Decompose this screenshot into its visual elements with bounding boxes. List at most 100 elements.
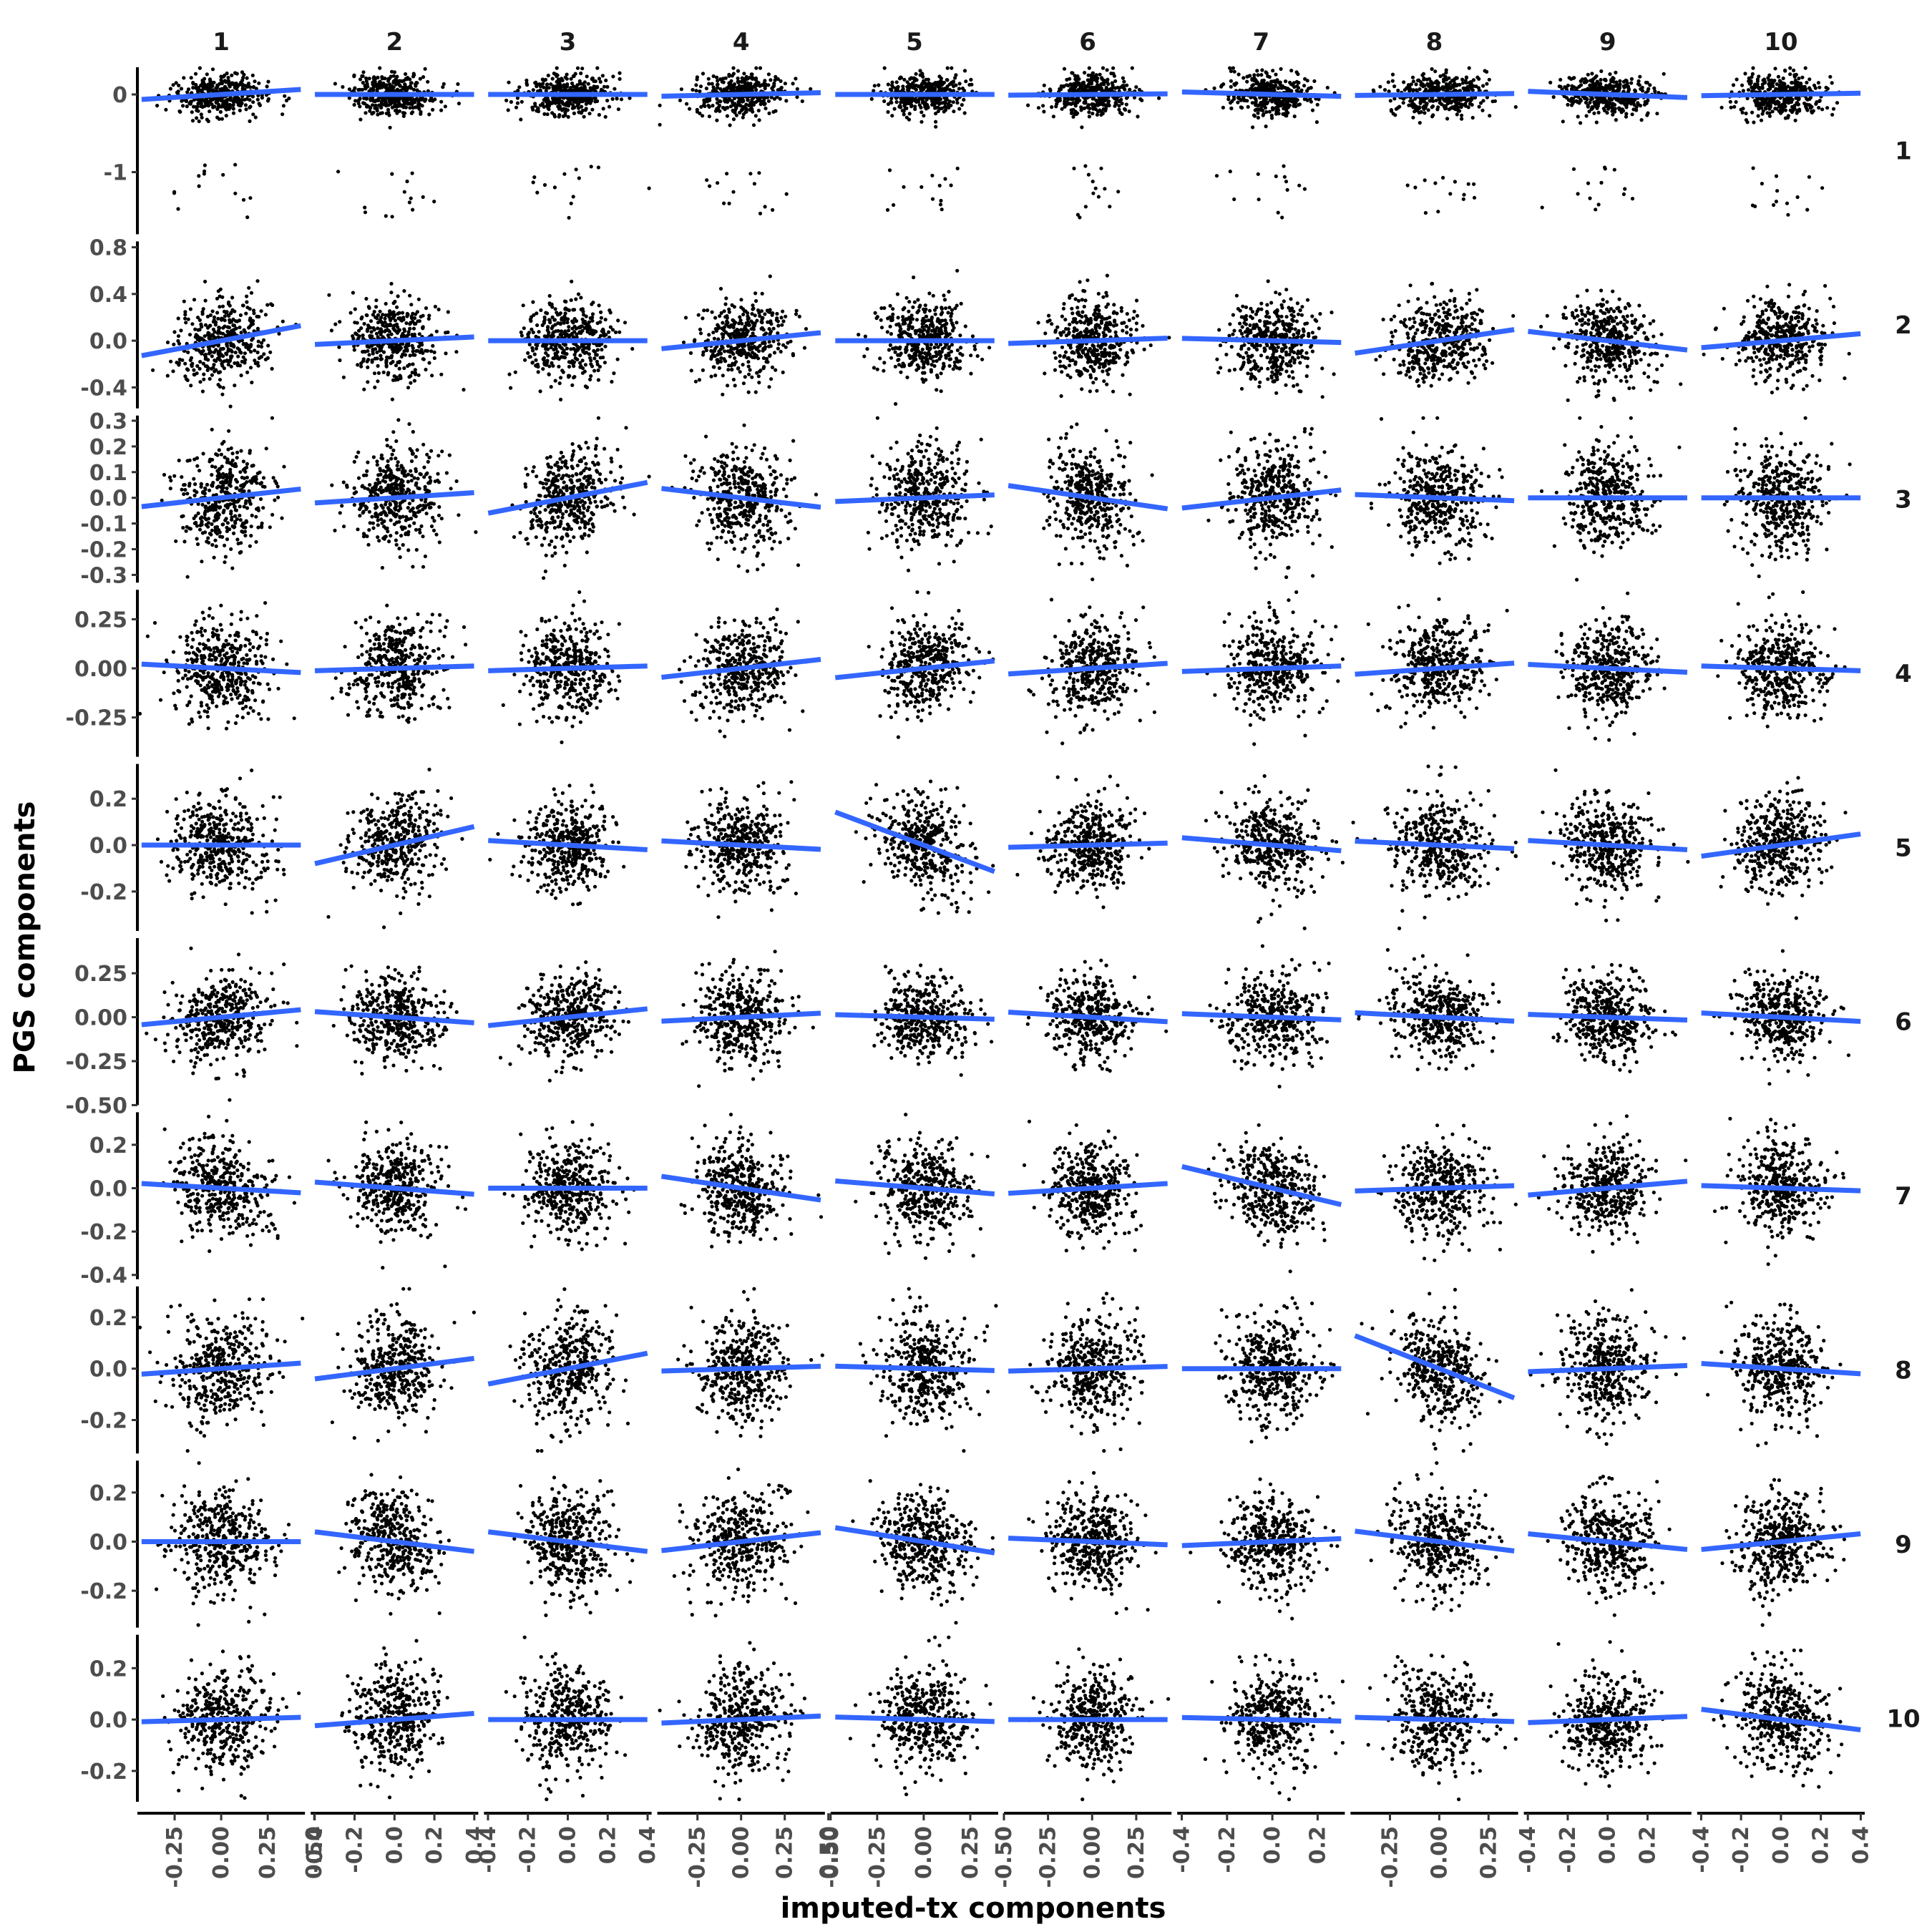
data-point bbox=[950, 82, 953, 86]
data-point bbox=[1250, 84, 1254, 87]
data-point bbox=[556, 74, 560, 77]
data-point bbox=[927, 82, 931, 85]
data-point bbox=[707, 82, 711, 86]
data-point bbox=[1101, 77, 1104, 81]
data-point bbox=[401, 86, 405, 89]
facet-panel bbox=[315, 67, 474, 219]
data-point bbox=[918, 69, 922, 72]
data-point bbox=[1286, 188, 1289, 192]
facet-panel bbox=[658, 67, 821, 216]
data-point bbox=[952, 100, 955, 104]
data-point bbox=[1117, 104, 1121, 107]
data-point bbox=[235, 86, 238, 89]
data-point bbox=[1252, 76, 1256, 79]
data-point bbox=[416, 102, 420, 106]
data-point bbox=[887, 82, 890, 86]
data-point bbox=[726, 100, 729, 104]
data-point bbox=[253, 79, 256, 83]
data-point bbox=[388, 97, 391, 101]
data-point bbox=[187, 87, 190, 91]
data-point bbox=[570, 82, 574, 85]
data-point bbox=[419, 77, 422, 81]
data-point bbox=[939, 203, 942, 206]
data-point bbox=[248, 106, 251, 109]
data-point bbox=[933, 87, 937, 90]
data-point bbox=[1026, 104, 1030, 107]
data-point bbox=[400, 104, 404, 107]
data-point bbox=[547, 107, 550, 111]
data-point bbox=[1257, 172, 1260, 176]
data-point bbox=[408, 200, 411, 204]
data-point bbox=[602, 107, 605, 110]
data-point bbox=[898, 104, 902, 107]
data-point bbox=[412, 72, 416, 75]
row-strip-label: 4 bbox=[1895, 660, 1912, 688]
data-point bbox=[1083, 99, 1087, 103]
data-point bbox=[957, 107, 961, 111]
data-point bbox=[215, 116, 219, 119]
data-point bbox=[424, 67, 427, 71]
data-point bbox=[707, 104, 711, 107]
data-point bbox=[225, 104, 228, 108]
data-point bbox=[565, 82, 569, 86]
data-point bbox=[1277, 97, 1281, 101]
data-point bbox=[556, 86, 560, 89]
data-point bbox=[1292, 85, 1296, 89]
data-point bbox=[1306, 79, 1309, 82]
data-point bbox=[257, 82, 260, 85]
data-point bbox=[707, 77, 711, 81]
data-point bbox=[907, 82, 911, 86]
data-point bbox=[1088, 67, 1091, 70]
data-point bbox=[1257, 73, 1260, 77]
data-point bbox=[256, 98, 260, 102]
data-point bbox=[1274, 175, 1278, 178]
data-point bbox=[617, 107, 620, 111]
data-point bbox=[685, 102, 688, 106]
data-point bbox=[1268, 110, 1272, 114]
data-point bbox=[740, 80, 743, 84]
data-point bbox=[731, 190, 735, 194]
data-point bbox=[736, 81, 740, 84]
data-point bbox=[181, 104, 185, 107]
data-point bbox=[1274, 73, 1277, 77]
data-point bbox=[1257, 108, 1260, 112]
data-point bbox=[1117, 108, 1121, 112]
data-point bbox=[1296, 72, 1299, 76]
data-point bbox=[534, 81, 537, 84]
data-point bbox=[795, 95, 799, 99]
data-point bbox=[541, 77, 545, 81]
data-point bbox=[457, 102, 461, 105]
data-point bbox=[595, 67, 599, 70]
data-point bbox=[1269, 79, 1273, 83]
data-point bbox=[605, 99, 609, 102]
data-point bbox=[1282, 98, 1286, 102]
data-point bbox=[223, 74, 226, 77]
data-point bbox=[180, 87, 183, 90]
data-point bbox=[575, 167, 578, 171]
data-point bbox=[287, 97, 291, 100]
data-point bbox=[618, 77, 622, 81]
data-point bbox=[242, 198, 245, 202]
data-point bbox=[532, 175, 536, 179]
data-point bbox=[752, 123, 756, 127]
data-point bbox=[940, 208, 944, 211]
data-point bbox=[962, 89, 966, 92]
data-point bbox=[1283, 107, 1287, 110]
data-point bbox=[882, 99, 886, 103]
data-point bbox=[595, 86, 599, 89]
data-point bbox=[769, 78, 772, 82]
data-point bbox=[754, 114, 758, 117]
data-point bbox=[954, 84, 957, 87]
data-point bbox=[1233, 70, 1236, 74]
data-point bbox=[613, 87, 616, 91]
data-point bbox=[763, 84, 767, 88]
data-point bbox=[763, 107, 767, 110]
data-point bbox=[1297, 184, 1301, 187]
data-point bbox=[531, 108, 535, 112]
data-point bbox=[1084, 205, 1088, 208]
data-point bbox=[1066, 97, 1070, 101]
data-point bbox=[369, 106, 372, 109]
column-strip-label: 9 bbox=[1599, 28, 1616, 57]
data-point bbox=[1260, 79, 1264, 82]
data-point bbox=[1056, 99, 1060, 103]
